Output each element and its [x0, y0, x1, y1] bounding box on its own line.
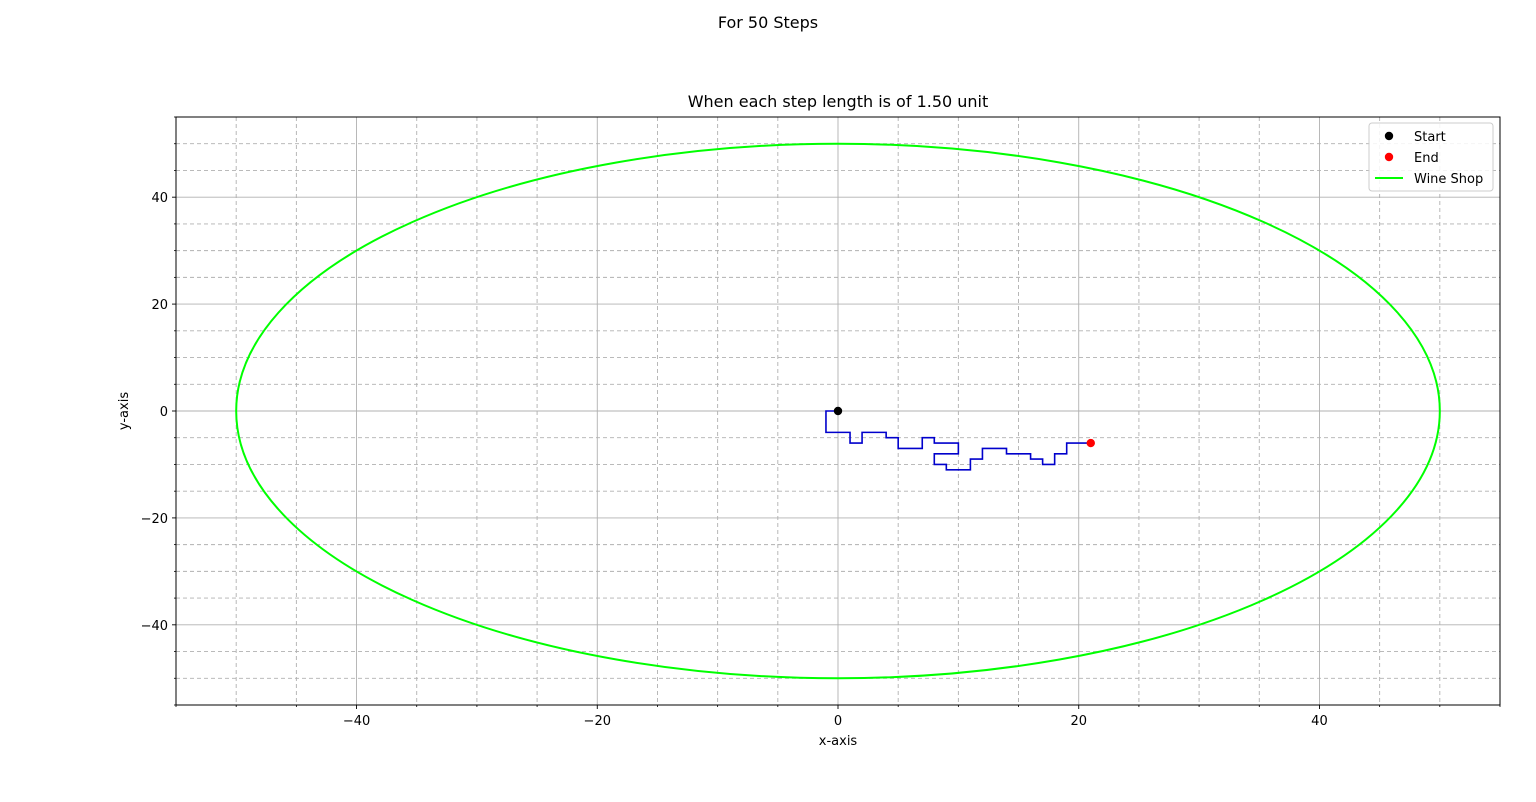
legend-label-end: End [1414, 151, 1439, 166]
plot-area [235, 142, 1441, 680]
y-tick-label: 0 [160, 405, 168, 420]
y-tick-label: −20 [141, 512, 168, 527]
x-tick-label: −40 [343, 714, 370, 729]
end-point [1086, 438, 1095, 448]
chart-title: When each step length is of 1.50 unit [687, 92, 989, 111]
legend-marker-start [1384, 131, 1394, 141]
y-axis-label: y-axis [117, 392, 132, 430]
y-tick-label: 40 [151, 191, 168, 206]
legend-marker-end [1384, 152, 1394, 162]
x-tick-label: 0 [834, 714, 842, 729]
figure-suptitle: For 50 Steps [717, 13, 819, 32]
walk-path [825, 410, 1091, 471]
wine-shop-boundary [235, 142, 1441, 680]
x-axis-label: x-axis [819, 734, 858, 749]
x-axis-ticks: −40 −20 0 20 40 [175, 705, 1501, 729]
legend-box [1368, 122, 1494, 192]
start-point [833, 406, 843, 416]
legend-label-wine-shop: Wine Shop [1414, 172, 1483, 187]
y-axis-ticks: −40 −20 0 20 40 [141, 116, 176, 706]
x-tick-label: 20 [1070, 714, 1087, 729]
x-tick-label: 40 [1311, 714, 1328, 729]
x-tick-label: −20 [584, 714, 611, 729]
legend-label-start: Start [1414, 130, 1446, 145]
y-tick-label: 20 [151, 298, 168, 313]
y-tick-label: −40 [141, 619, 168, 634]
legend: Start End Wine Shop [1368, 122, 1494, 192]
